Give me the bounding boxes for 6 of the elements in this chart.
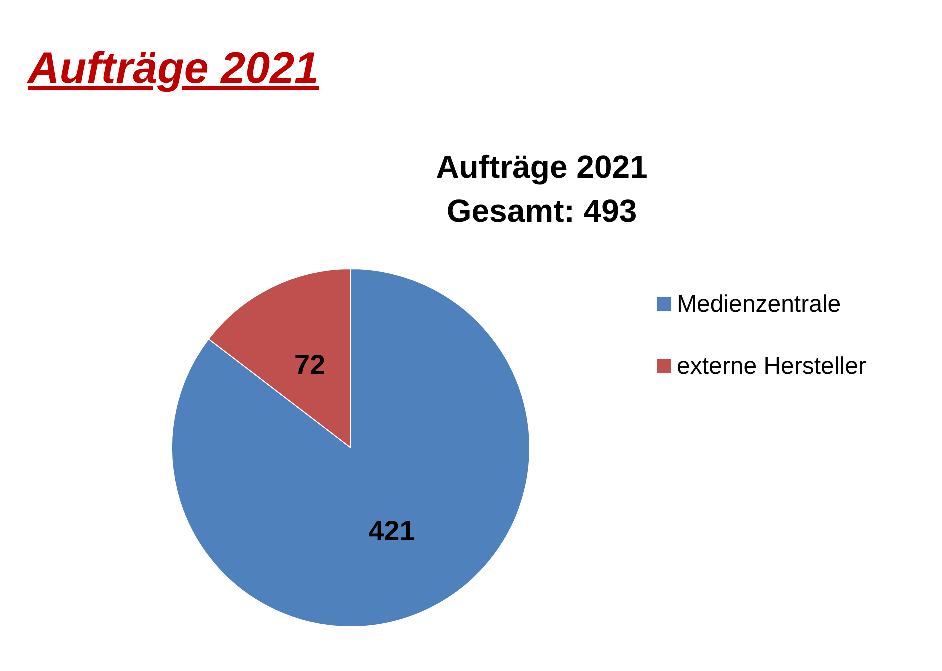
data-label: 421	[368, 515, 416, 546]
data-label: 72	[294, 350, 326, 381]
chart-title: Aufträge 2021	[28, 44, 320, 94]
legend-label: Medienzentrale	[677, 291, 842, 318]
legend-label: externe Hersteller	[677, 353, 866, 380]
chart-subtitle: Aufträge 2021 Gesamt: 493	[436, 149, 648, 229]
